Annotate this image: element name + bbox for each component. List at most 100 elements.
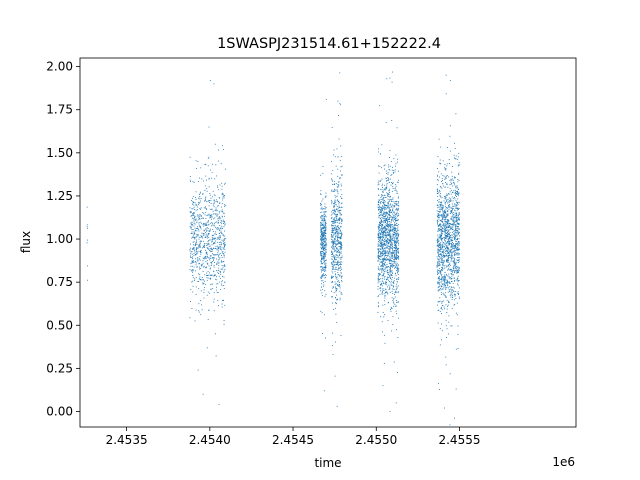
data-point: [321, 227, 323, 229]
data-point: [459, 235, 460, 237]
data-point: [454, 264, 456, 266]
data-point: [325, 196, 327, 198]
data-point: [445, 296, 447, 298]
data-point: [457, 261, 459, 263]
data-point: [446, 215, 448, 217]
data-point: [394, 225, 395, 227]
data-point: [442, 243, 444, 245]
data-point: [331, 160, 332, 162]
data-point: [321, 238, 322, 240]
data-point: [221, 228, 223, 229]
data-point: [223, 288, 225, 289]
data-point: [334, 201, 336, 203]
data-point: [445, 244, 446, 246]
data-point: [334, 205, 336, 207]
data-point: [340, 104, 341, 106]
data-point: [445, 167, 447, 169]
data-point: [441, 309, 443, 311]
data-point: [337, 240, 339, 242]
data-point: [392, 299, 394, 301]
data-point: [381, 236, 383, 238]
data-point: [204, 280, 205, 282]
data-point: [378, 201, 379, 202]
data-point: [86, 224, 88, 226]
data-point: [341, 233, 343, 235]
data-point: [197, 247, 199, 249]
data-point: [217, 222, 219, 224]
data-point: [220, 206, 222, 208]
data-point: [445, 232, 447, 234]
data-point: [384, 342, 386, 344]
data-point: [324, 238, 326, 239]
data-point: [379, 254, 381, 256]
data-point: [340, 253, 342, 255]
data-point: [335, 204, 337, 206]
data-point: [449, 229, 451, 231]
data-point: [441, 278, 443, 279]
data-point: [452, 223, 454, 225]
data-point: [397, 209, 399, 211]
data-point: [321, 271, 322, 273]
data-point: [210, 267, 212, 269]
data-point: [321, 247, 323, 249]
data-point: [394, 224, 396, 226]
data-point: [320, 250, 322, 252]
data-point: [335, 277, 337, 279]
data-point: [446, 199, 448, 201]
data-point: [380, 220, 382, 221]
data-point: [385, 230, 386, 232]
data-point: [390, 309, 391, 311]
data-point: [205, 212, 207, 214]
data-point: [324, 265, 326, 267]
data-point: [325, 232, 327, 234]
data-point: [198, 215, 200, 217]
data-point: [202, 260, 204, 262]
data-point: [208, 200, 210, 201]
data-point: [439, 228, 441, 230]
data-point: [386, 232, 388, 234]
data-point: [445, 93, 447, 95]
data-point: [332, 262, 334, 264]
data-point: [445, 177, 447, 179]
data-point: [393, 157, 395, 159]
data-point: [223, 197, 225, 199]
data-point: [323, 243, 325, 245]
data-point: [386, 223, 388, 224]
data-point: [191, 257, 193, 258]
data-point: [391, 243, 393, 245]
data-point: [442, 280, 444, 282]
data-point: [448, 201, 450, 203]
data-point: [377, 248, 379, 250]
data-point: [457, 242, 458, 244]
data-point: [386, 271, 388, 273]
data-point: [392, 272, 393, 274]
data-point: [213, 254, 214, 256]
data-point: [380, 197, 382, 198]
data-point: [222, 251, 224, 252]
data-point: [453, 205, 455, 207]
data-point: [437, 207, 439, 209]
data-point: [217, 214, 219, 216]
data-point: [383, 258, 385, 260]
data-point: [457, 165, 459, 167]
data-point: [453, 262, 455, 264]
data-point: [454, 234, 456, 236]
data-point: [384, 251, 386, 253]
data-point: [386, 221, 388, 223]
data-point: [337, 236, 339, 238]
data-point: [334, 189, 336, 191]
data-point: [438, 285, 440, 287]
data-point: [222, 220, 224, 222]
data-point: [221, 216, 223, 218]
data-point: [215, 248, 217, 249]
data-point: [320, 242, 322, 244]
data-point: [453, 217, 455, 219]
data-point: [394, 234, 396, 236]
data-point: [458, 259, 460, 260]
data-point: [455, 225, 457, 227]
data-point: [213, 206, 215, 208]
data-point: [202, 193, 204, 195]
data-point: [387, 255, 389, 256]
data-point: [388, 245, 389, 247]
data-point: [456, 249, 458, 250]
